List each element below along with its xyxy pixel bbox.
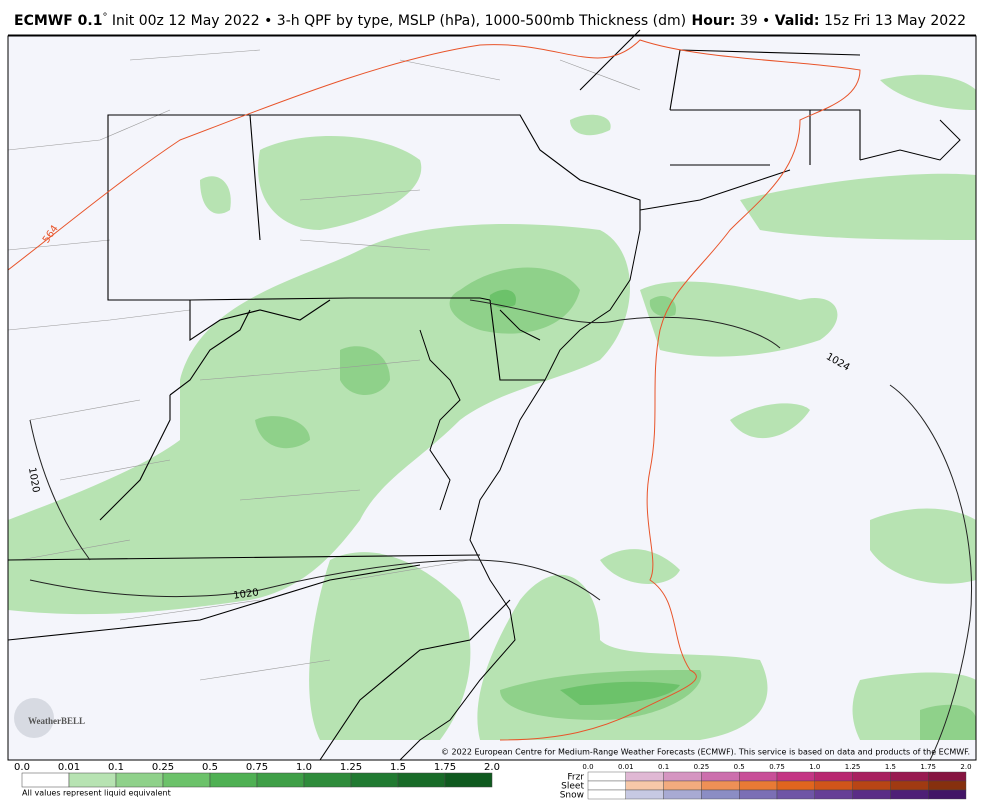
color-swatch [209,772,258,788]
type-swatch [852,780,891,791]
legend-tick: 0.5 [202,762,218,773]
description: Init 00z 12 May 2022 • 3-h QPF by type, … [107,13,686,29]
legend-tick: 0.25 [152,762,174,773]
type-label: Frzr [567,773,584,783]
county-lines [7,49,641,681]
type-label: Sleet [561,782,584,792]
legend-tick: 1.5 [390,762,406,773]
legend-note: All values represent liquid equivalent [22,789,171,798]
header-left: ECMWF 0.1° Init 00z 12 May 2022 • 3-h QP… [14,12,686,29]
type-legend-tick: 0.25 [694,763,710,771]
type-legend-tick: 0.1 [658,763,669,771]
type-swatch [739,780,778,791]
type-swatch [587,789,626,800]
hour: 39 • [735,13,774,29]
coastline [399,119,961,761]
legend-tick: 0.1 [108,762,124,773]
type-swatch [928,789,967,800]
hour-label: Hour: [692,13,736,29]
type-legend-tick: 1.0 [809,763,820,771]
precip-heavy [489,289,680,705]
color-swatch [115,772,164,788]
legend-tick: 1.75 [434,762,456,773]
map: 564 1024 1020 1020 WeatherBELL © 2022 Eu… [7,29,976,761]
legend-tick: 2.0 [484,762,500,773]
color-swatch [444,772,493,788]
type-swatch [625,780,664,791]
header-right: Hour: 39 • Valid: 15z Fri 13 May 2022 [692,13,966,29]
type-swatch [852,789,891,800]
type-legend-tick: 0.75 [769,763,785,771]
credit: © 2022 European Centre for Medium-Range … [441,748,970,757]
logo: WeatherBELL [28,716,85,726]
type-legend-tick: 0.5 [734,763,745,771]
type-swatch [701,780,740,791]
color-swatch [397,772,446,788]
color-swatch [21,772,70,788]
map-frame [7,35,977,761]
legend-tick: 1.25 [340,762,362,773]
type-swatch [739,771,778,782]
type-swatch [814,771,853,782]
legend-tick: 1.0 [296,762,312,773]
valid-label: Valid: [775,13,820,29]
type-swatch [814,789,853,800]
type-swatch [776,789,815,800]
legend-tick: 0.0 [14,762,30,773]
type-swatch [776,771,815,782]
valid: 15z Fri 13 May 2022 [820,13,966,29]
type-swatch [587,771,626,782]
legend-tick: 0.01 [58,762,80,773]
type-swatch [663,789,702,800]
type-swatch [739,789,778,800]
state-borders [7,29,861,761]
type-swatch [890,771,929,782]
type-legend-tick: 1.5 [885,763,896,771]
type-label: Snow [560,791,584,801]
color-swatch [256,772,305,788]
type-swatch [625,789,664,800]
type-swatch [663,780,702,791]
type-swatch [928,771,967,782]
legend-tick: 0.75 [246,762,268,773]
type-swatch [625,771,664,782]
contour-label: 1020 [233,587,260,601]
type-swatch [701,771,740,782]
type-legend-tick: 2.0 [960,763,971,771]
logo-globe [14,698,54,738]
isobars [29,299,973,761]
type-swatch [928,780,967,791]
color-swatch [350,772,399,788]
model: ECMWF 0.1 [14,13,102,29]
color-swatch [303,772,352,788]
type-swatch [814,780,853,791]
type-swatch [852,771,891,782]
type-swatch [587,780,626,791]
type-swatch [890,780,929,791]
type-legend-tick: 0.01 [618,763,634,771]
type-legend-tick: 1.25 [845,763,861,771]
color-swatch [68,772,117,788]
contour-label: 1020 [26,467,41,494]
type-swatch [663,771,702,782]
color-swatch [162,772,211,788]
type-swatch [701,789,740,800]
type-legend-tick: 0.0 [582,763,593,771]
legend: 0.0 0.01 0.1 0.25 0.5 0.75 1.0 1.25 1.5 1.75 2.0 Al… [14,762,972,801]
type-swatch [776,780,815,791]
type-swatch [890,789,929,800]
type-legend-tick: 1.75 [920,763,936,771]
thickness-564 [7,39,861,741]
degree: ° [102,12,107,23]
